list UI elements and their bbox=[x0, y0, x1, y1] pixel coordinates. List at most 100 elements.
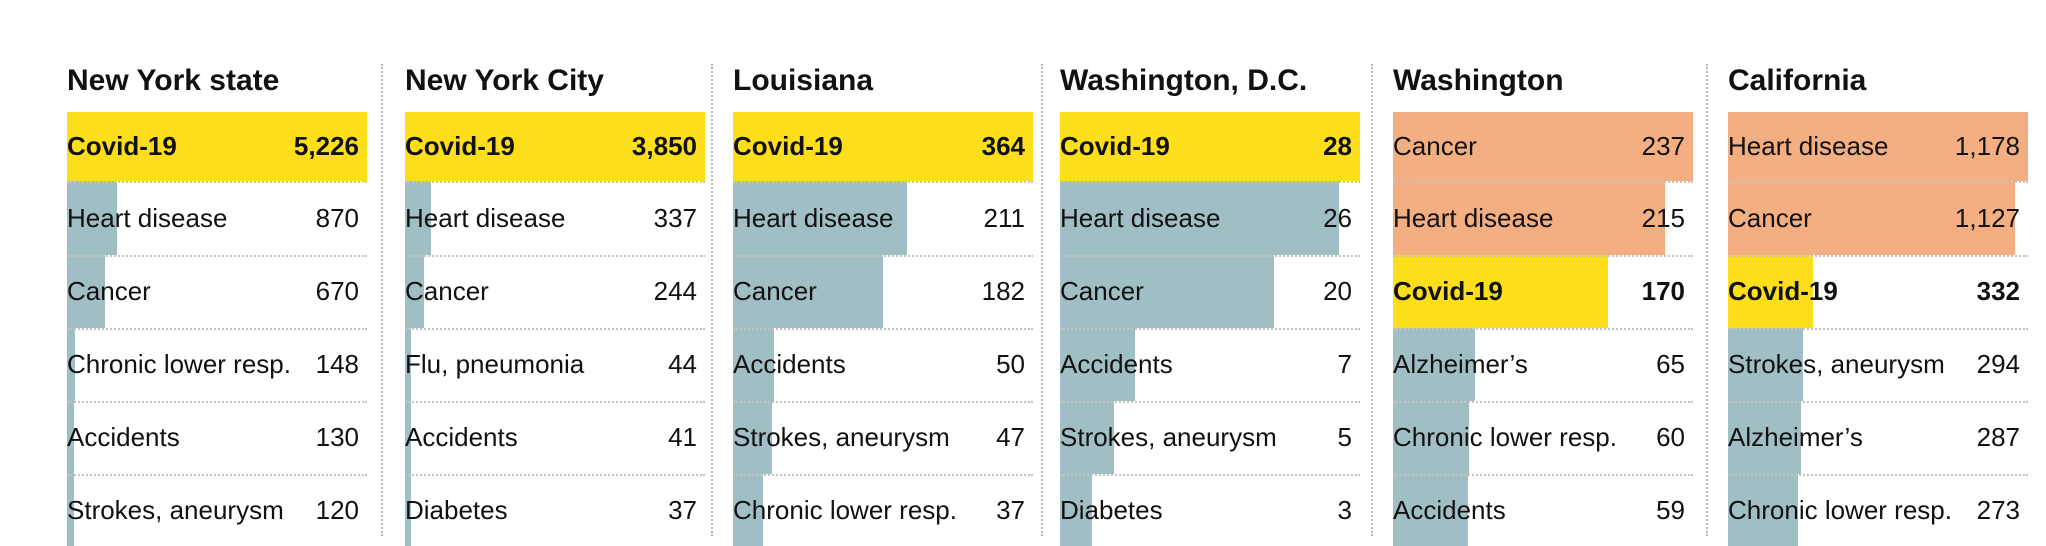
panel-separator bbox=[1371, 64, 1373, 536]
row-value: 5 bbox=[1337, 422, 1352, 452]
row-label: Accidents bbox=[1393, 494, 1506, 525]
row-divider bbox=[1393, 255, 1693, 257]
row-alzheimers: Alzheimer’s 287 bbox=[1728, 401, 2028, 474]
bar-heart-disease bbox=[405, 181, 432, 255]
panel-louisiana: Louisiana Covid-19 364 Heart disease 211 Canc… bbox=[733, 0, 1033, 546]
bar-alzheimers bbox=[1728, 401, 1802, 474]
panel-title: Washington, D.C. bbox=[1060, 64, 1308, 97]
row-label: Flu, pneumonia bbox=[405, 349, 585, 379]
row-value: 170 bbox=[1641, 276, 1685, 306]
bar-cancer bbox=[405, 255, 424, 328]
bar-covid-19 bbox=[1393, 255, 1609, 328]
row-strokes-aneurysm: Strokes, aneurysm 120 bbox=[67, 474, 367, 546]
row-heart-disease: Heart disease 211 bbox=[733, 181, 1033, 255]
row-label: Heart disease bbox=[1393, 202, 1554, 233]
row-cancer: Cancer 182 bbox=[733, 255, 1033, 328]
row-value: 26 bbox=[1323, 202, 1352, 233]
row-label: Accidents bbox=[733, 349, 846, 379]
row-heart-disease: Heart disease 215 bbox=[1393, 181, 1693, 255]
panel-separator bbox=[1706, 64, 1708, 536]
row-value: 44 bbox=[668, 349, 697, 379]
row-divider bbox=[67, 401, 367, 403]
panel-new-york-state: New York state Covid-19 5,226 Heart disease… bbox=[67, 0, 367, 546]
row-label: Strokes, aneurysm bbox=[1728, 349, 1945, 379]
row-label: Strokes, aneurysm bbox=[67, 494, 284, 525]
row-divider bbox=[1060, 181, 1360, 183]
row-covid-19: Covid-19 28 bbox=[1060, 112, 1360, 181]
row-value: 60 bbox=[1656, 422, 1685, 452]
row-strokes-aneurysm: Strokes, aneurysm 5 bbox=[1060, 401, 1360, 474]
row-value: 50 bbox=[996, 349, 1025, 379]
row-label: Heart disease bbox=[733, 202, 894, 233]
row-divider bbox=[1060, 328, 1360, 330]
row-label: Cancer bbox=[1393, 131, 1477, 161]
row-label: Heart disease bbox=[1728, 131, 1889, 161]
row-value: 120 bbox=[315, 494, 359, 525]
row-value: 37 bbox=[668, 494, 697, 525]
bar-cancer bbox=[1060, 255, 1275, 328]
panel-title: New York state bbox=[67, 64, 280, 97]
panel-separator bbox=[711, 64, 713, 536]
row-label: Heart disease bbox=[67, 202, 228, 233]
row-divider bbox=[1728, 255, 2028, 257]
bar-heart-disease bbox=[733, 181, 907, 255]
bar-chronic-lower-resp bbox=[67, 328, 76, 401]
row-label: Chronic lower resp. bbox=[1728, 494, 1952, 525]
row-divider bbox=[405, 474, 705, 476]
row-divider bbox=[67, 328, 367, 330]
row-heart-disease: Heart disease 1,178 bbox=[1728, 112, 2028, 181]
row-label: Diabetes bbox=[1060, 494, 1163, 525]
bar-cancer bbox=[67, 255, 106, 328]
row-divider bbox=[67, 181, 367, 183]
row-value: 244 bbox=[653, 276, 697, 306]
row-label: Chronic lower resp. bbox=[733, 494, 957, 525]
row-label: Cancer bbox=[67, 276, 151, 306]
bar-chronic-lower-resp bbox=[1728, 474, 1798, 546]
row-strokes-aneurysm: Strokes, aneurysm 294 bbox=[1728, 328, 2028, 401]
row-chronic-lower-resp: Chronic lower resp. 273 bbox=[1728, 474, 2028, 546]
row-value: 41 bbox=[668, 422, 697, 452]
row-label: Chronic lower resp. bbox=[1393, 422, 1617, 452]
row-label: Alzheimer’s bbox=[1393, 349, 1528, 379]
row-value: 47 bbox=[996, 422, 1025, 452]
row-divider bbox=[733, 255, 1033, 257]
row-value: 1,178 bbox=[1954, 131, 2020, 161]
row-label: Cancer bbox=[405, 276, 489, 306]
row-value: 670 bbox=[315, 276, 359, 306]
row-label: Cancer bbox=[1728, 202, 1812, 233]
row-covid-19: Covid-19 3,850 bbox=[405, 112, 705, 181]
row-divider bbox=[1393, 181, 1693, 183]
row-heart-disease: Heart disease 337 bbox=[405, 181, 705, 255]
row-cancer: Cancer 20 bbox=[1060, 255, 1360, 328]
row-cancer: Cancer 670 bbox=[67, 255, 367, 328]
row-heart-disease: Heart disease 870 bbox=[67, 181, 367, 255]
row-value: 65 bbox=[1656, 349, 1685, 379]
row-value: 364 bbox=[981, 131, 1025, 161]
bar-covid-19 bbox=[405, 112, 705, 181]
row-accidents: Accidents 41 bbox=[405, 401, 705, 474]
row-value: 1,127 bbox=[1954, 202, 2020, 233]
row-covid-19: Covid-19 5,226 bbox=[67, 112, 367, 181]
bar-cancer bbox=[1393, 112, 1693, 181]
bar-covid-19 bbox=[733, 112, 1033, 181]
row-divider bbox=[1728, 474, 2028, 476]
panel-new-york-city: New York City Covid-19 3,850 Heart disease 3… bbox=[405, 0, 705, 546]
row-value: 59 bbox=[1656, 494, 1685, 525]
row-chronic-lower-resp: Chronic lower resp. 60 bbox=[1393, 401, 1693, 474]
bar-alzheimers bbox=[1393, 328, 1476, 401]
row-covid-19: Covid-19 170 bbox=[1393, 255, 1693, 328]
row-value: 7 bbox=[1337, 349, 1352, 379]
bar-heart-disease bbox=[1393, 181, 1666, 255]
row-value: 5,226 bbox=[293, 131, 359, 161]
row-label: Strokes, aneurysm bbox=[733, 422, 950, 452]
row-value: 215 bbox=[1641, 202, 1685, 233]
row-chronic-lower-resp: Chronic lower resp. 37 bbox=[733, 474, 1033, 546]
row-accidents: Accidents 59 bbox=[1393, 474, 1693, 546]
row-label: Cancer bbox=[733, 276, 817, 306]
row-label: Cancer bbox=[1060, 276, 1144, 306]
bar-heart-disease bbox=[67, 181, 117, 255]
bar-covid-19 bbox=[1060, 112, 1360, 181]
row-value: 332 bbox=[1976, 276, 2020, 306]
panel-title: California bbox=[1728, 64, 1867, 97]
